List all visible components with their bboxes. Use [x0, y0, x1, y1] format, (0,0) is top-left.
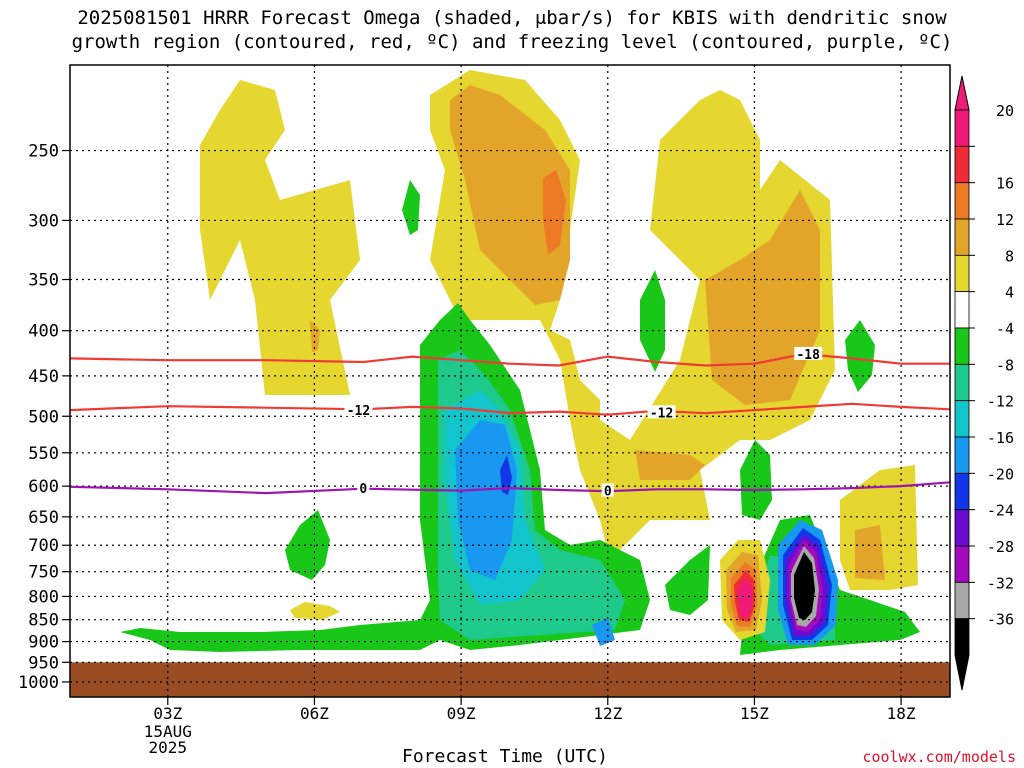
contour-line — [69, 352, 950, 367]
y-tick-label: 950 — [28, 653, 59, 673]
omega-region — [543, 170, 566, 255]
y-tick-label: 800 — [28, 587, 59, 607]
y-tick-label: 300 — [28, 211, 59, 231]
contour-label: 0 — [359, 482, 367, 497]
contour-label: -12 — [347, 404, 370, 419]
site-credit: coolwx.com/models — [862, 748, 1016, 766]
colorbar-swatch — [954, 145, 970, 184]
plot-frame — [69, 64, 951, 698]
omega-region — [635, 450, 705, 480]
y-tick-label: 400 — [28, 322, 59, 342]
contour-label: 0 — [604, 485, 612, 500]
colorbar-label: 4 — [1005, 284, 1014, 302]
x-tick-label: 18Z — [887, 704, 916, 723]
omega-region — [450, 85, 570, 305]
contour-line — [69, 402, 951, 416]
colorbar-label: -4 — [996, 320, 1014, 338]
colorbar-swatch — [954, 363, 970, 402]
y-tick-label: 850 — [28, 611, 59, 631]
colorbar-swatch — [954, 218, 970, 256]
y-tick-label: 600 — [28, 477, 59, 497]
colorbar-label: -32 — [987, 574, 1014, 592]
colorbar-label: -8 — [996, 356, 1014, 374]
contour-label-bg — [357, 481, 370, 495]
temperature-contours: -18 -12 -12 0 0 — [69, 346, 951, 500]
y-tick-label: 650 — [28, 508, 59, 528]
y-tick-label: 500 — [28, 407, 59, 427]
colorbar-swatch — [954, 109, 970, 147]
x-tick-label: 15Z — [740, 704, 769, 723]
colorbar-label: -12 — [987, 393, 1014, 411]
colorbar-swatch — [954, 400, 970, 438]
colorbar-swatch — [954, 618, 970, 656]
colorbar-label: 8 — [1005, 247, 1014, 265]
contour-label: -18 — [796, 348, 820, 363]
x-tick-label: 03Z — [153, 704, 182, 723]
omega-region — [402, 180, 420, 235]
y-tick-label: 700 — [28, 536, 59, 556]
omega-region — [665, 545, 710, 615]
colorbar-swatch — [954, 509, 970, 547]
colorbar-label: -28 — [987, 538, 1014, 556]
y-tick-label: 550 — [28, 444, 59, 464]
omega-shading — [120, 70, 920, 655]
colorbar-swatch — [954, 291, 970, 329]
colorbar-label: -16 — [987, 429, 1014, 447]
colorbar-swatch — [954, 327, 970, 365]
colorbar-label: -24 — [987, 502, 1014, 520]
colorbar-swatch — [954, 436, 970, 474]
omega-region — [200, 80, 360, 395]
chart-title: 2025081501 HRRR Forecast Omega (shaded, … — [0, 6, 1024, 54]
omega-region — [592, 618, 615, 646]
x-tick-label: 12Z — [593, 704, 622, 723]
colorbar-label: 16 — [996, 175, 1014, 193]
x-date-label: 2025 — [149, 738, 188, 757]
colorbar-swatch — [954, 581, 970, 620]
omega-region — [740, 440, 772, 520]
colorbar-label: -20 — [987, 465, 1014, 483]
omega-region — [794, 552, 815, 620]
y-tick-label: 450 — [28, 367, 59, 387]
colorbar-bottom-arrow-icon — [954, 654, 970, 691]
colorbar-swatch — [954, 254, 970, 293]
omega-region — [705, 190, 820, 405]
terrain-block — [70, 662, 950, 697]
title-line-2: growth region (contoured, red, ºC) and f… — [71, 31, 953, 53]
y-tick-label: 250 — [28, 142, 59, 162]
omega-region — [845, 320, 875, 392]
omega-region — [855, 525, 885, 580]
x-axis-label: Forecast Time (UTC) — [402, 746, 608, 767]
omega-region — [737, 578, 752, 618]
contour-label-bg — [794, 346, 823, 360]
y-tick-label: 750 — [28, 563, 59, 583]
colorbar: 20 16 12 8 4 -4 -8 -12 -16 -20 -24 -28 -32 -36 — [954, 75, 1014, 691]
contour-label-bg — [647, 405, 676, 419]
omega-region — [500, 455, 512, 495]
colorbar-label: -36 — [987, 611, 1014, 629]
x-tick-label: 09Z — [447, 704, 476, 723]
x-date-label: 15AUG — [144, 722, 192, 741]
omega-region — [640, 270, 665, 372]
omega-region — [285, 510, 330, 580]
y-tick-label: 1000 — [18, 673, 59, 693]
y-tick-label: 900 — [28, 633, 59, 653]
y-axis: 2503003504004505005506006507007508008509… — [18, 142, 70, 693]
colorbar-label: 20 — [996, 102, 1014, 120]
colorbar-swatch — [954, 545, 970, 583]
colorbar-swatch — [954, 182, 970, 220]
contour-label-bg — [601, 483, 614, 497]
colorbar-swatch — [954, 472, 970, 511]
title-line-1: 2025081501 HRRR Forecast Omega (shaded, … — [77, 7, 947, 29]
x-tick-label: 06Z — [300, 704, 329, 723]
colorbar-label: 12 — [996, 211, 1014, 229]
colorbar-top-arrow-icon — [954, 75, 970, 111]
contour-label-bg — [344, 403, 373, 417]
contour-label: -12 — [650, 406, 673, 421]
grid-lines — [70, 65, 950, 697]
y-tick-label: 350 — [28, 271, 59, 291]
omega-region — [455, 420, 517, 580]
